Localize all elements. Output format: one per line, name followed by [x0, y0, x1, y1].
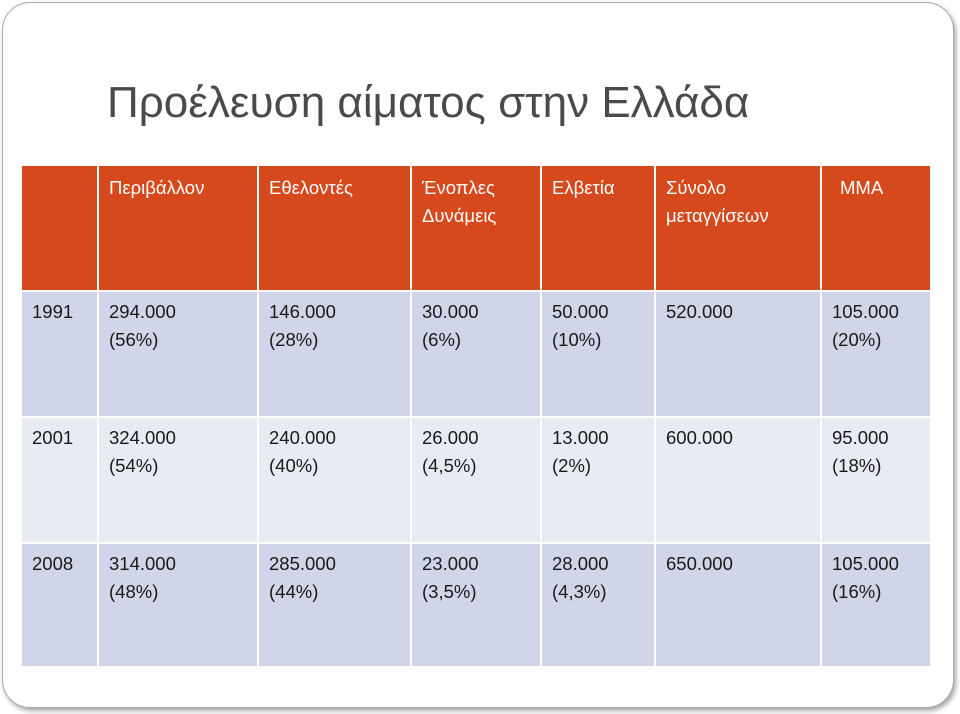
- table-header-row: Περιβάλλον Εθελοντές Ένοπλες Δυνάμεις Ελ…: [20, 164, 932, 292]
- table-cell: 314.000 (48%): [97, 542, 259, 668]
- table-cell: 105.000 (16%): [820, 542, 932, 668]
- header-cell-year: [20, 164, 99, 292]
- header-cell-volunteers: Εθελοντές: [257, 164, 412, 292]
- table-cell: 30.000 (6%): [410, 290, 542, 418]
- header-cell-total-transfusions: Σύνολο μεταγγίσεων: [654, 164, 822, 292]
- table-cell: 240.000 (40%): [257, 416, 412, 544]
- table-cell: 285.000 (44%): [257, 542, 412, 668]
- year-cell: 2001: [20, 416, 99, 544]
- table-cell: 95.000 (18%): [820, 416, 932, 544]
- header-cell-switzerland: Ελβετία: [540, 164, 656, 292]
- table-cell: 650.000: [654, 542, 822, 668]
- table-cell: 146.000 (28%): [257, 290, 412, 418]
- table-cell: 520.000: [654, 290, 822, 418]
- table-cell: 105.000 (20%): [820, 290, 932, 418]
- table-cell: 600.000: [654, 416, 822, 544]
- slide-title: Προέλευση αίματος στην Ελλάδα: [107, 78, 750, 127]
- year-cell: 2008: [20, 542, 99, 668]
- table-cell: 13.000 (2%): [540, 416, 656, 544]
- table-row: 1991 294.000 (56%) 146.000 (28%) 30.000 (6%…: [20, 290, 932, 418]
- header-cell-environment: Περιβάλλον: [97, 164, 259, 292]
- table-cell: 23.000 (3,5%): [410, 542, 542, 668]
- table-cell: 294.000 (56%): [97, 290, 259, 418]
- year-cell: 1991: [20, 290, 99, 418]
- table-cell: 28.000 (4,3%): [540, 542, 656, 668]
- blood-origin-table: Περιβάλλον Εθελοντές Ένοπλες Δυνάμεις Ελ…: [20, 164, 932, 668]
- table-row: 2008 314.000 (48%) 285.000 (44%) 23.000 (3,…: [20, 542, 932, 668]
- table-cell: 324.000 (54%): [97, 416, 259, 544]
- table-cell: 50.000 (10%): [540, 290, 656, 418]
- table-cell: 26.000 (4,5%): [410, 416, 542, 544]
- header-cell-armed-forces: Ένοπλες Δυνάμεις: [410, 164, 542, 292]
- header-cell-mma: ΜΜΑ: [820, 164, 932, 292]
- table-row: 2001 324.000 (54%) 240.000 (40%) 26.000 (4,…: [20, 416, 932, 544]
